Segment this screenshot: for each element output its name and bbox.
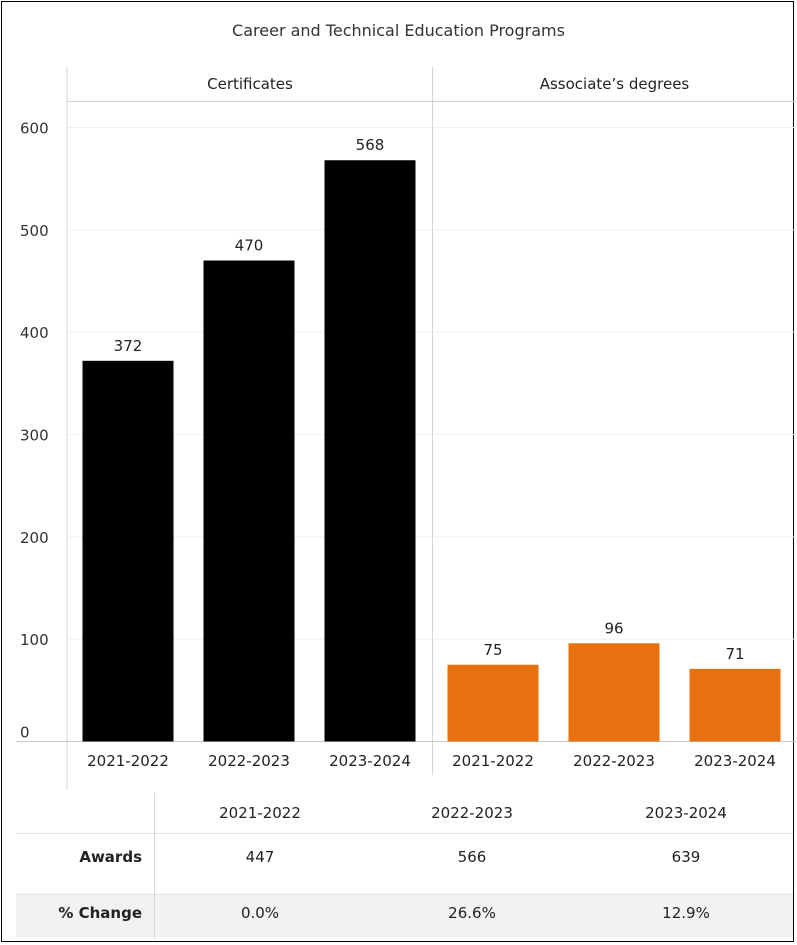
y-tick-label: 0 [20,724,30,742]
bar [324,160,416,742]
table-header-2021-2022: 2021-2022 [219,804,301,822]
table-cell-change-2021-2022: 0.0% [240,904,280,922]
y-tick-label: 200 [20,529,49,547]
table-row-divider [16,833,793,834]
bar [568,643,660,742]
y-tick-label: 300 [20,427,49,445]
x-category-label: 2023-2024 [694,752,776,770]
chart-title: Career and Technical Education Programs [232,21,565,40]
table-header-2022-2023: 2022-2023 [431,804,513,822]
bar-value-label: 75 [483,641,502,659]
table-cell-awards-2023-2024: 639 [671,848,701,866]
panel-header-associates-degrees: Associate’s degrees [539,75,690,93]
x-category-label: 2022-2023 [573,752,655,770]
table-cell-awards-2022-2023: 566 [457,848,487,866]
bar [447,664,539,742]
bar [689,668,781,742]
table-cell-change-2022-2023: 26.6% [448,904,496,922]
table-row-divider [16,894,793,895]
table-stripe-row [16,894,793,937]
x-category-label: 2023-2024 [329,752,411,770]
y-tick-label: 100 [20,631,49,649]
x-category-label: 2022-2023 [208,752,290,770]
panel-header-certificates: Certificates [207,75,293,93]
y-tick-label: 400 [20,324,49,342]
x-category-label: 2021-2022 [87,752,169,770]
table-label-divider [154,793,155,939]
bar [203,260,295,742]
bar-value-label: 71 [725,645,744,663]
bar-value-label: 96 [604,619,623,637]
bar-value-label: 372 [114,337,143,355]
y-tick-label: 600 [20,120,49,138]
bar-value-label: 568 [356,136,385,154]
x-category-label: 2021-2022 [452,752,534,770]
table-row-label-percent-change: % Change [58,904,142,922]
bar-chart: 0 100 200 300 400 500 600 372 2021-2022 470 2022-2… [16,67,796,790]
bar-value-label: 470 [235,237,264,255]
table-cell-change-2023-2024: 12.9% [662,904,710,922]
table-header-2023-2024: 2023-2024 [645,804,727,822]
table-cell-awards-2021-2022: 447 [245,848,275,866]
summary-table: 2021-2022 2022-2023 2023-2024 Awards 447… [16,793,797,941]
y-tick-label: 500 [20,222,49,240]
table-row-label-awards: Awards [79,848,142,866]
bar [82,360,174,742]
